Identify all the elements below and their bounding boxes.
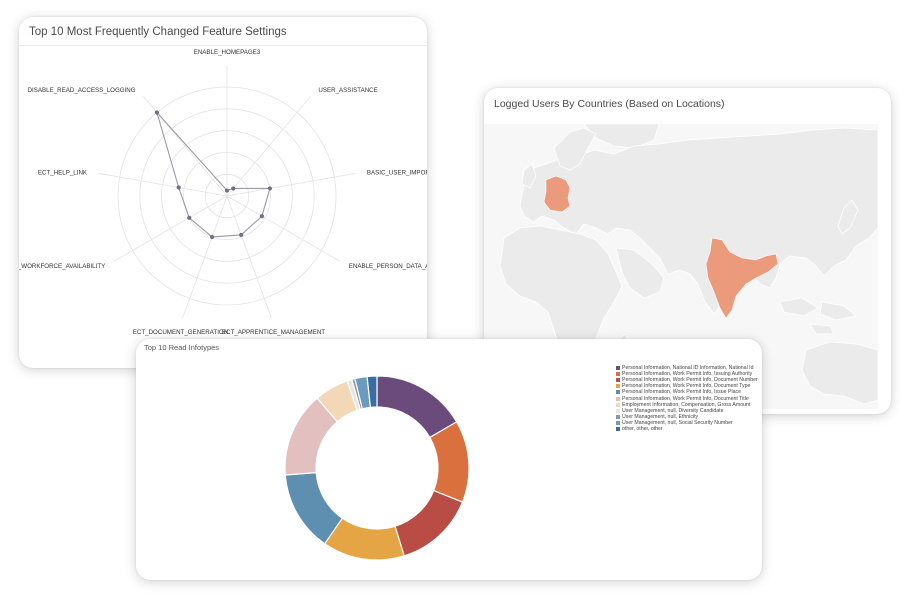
land-arabia — [615, 247, 665, 299]
radar-chart: ENABLE_HOMEPAGE3 USER_ASSISTANCE BASIC_USE… — [19, 49, 427, 336]
radar-series-area — [156, 112, 271, 238]
radar-point[interactable] — [259, 214, 265, 219]
radar-spoke — [114, 195, 228, 262]
radar-spoke — [98, 173, 228, 197]
legend-item[interactable]: Personal Information, Work Permit Info, … — [616, 383, 758, 389]
legend-label: Personal Information, National ID Inform… — [622, 365, 754, 372]
legend-swatch — [616, 378, 620, 383]
legend-swatch — [616, 384, 620, 389]
legend-swatch — [616, 408, 620, 413]
legend-swatch — [616, 402, 620, 407]
legend-item[interactable]: other, other, other — [616, 426, 758, 432]
land-eurasia — [519, 127, 879, 315]
legend-label: Personal Information, Work Permit Info, … — [622, 395, 749, 402]
land-indonesia — [779, 297, 857, 335]
land-scandinavia — [553, 127, 597, 171]
donut-slice[interactable] — [366, 375, 378, 409]
country-germany[interactable] — [543, 175, 571, 213]
radar-axis-label: ECT_HELP_LINK — [38, 169, 88, 176]
legend-item[interactable]: Personal Information, Work Permit Info, … — [616, 389, 758, 395]
pie-card-title: Top 10 Read Infotypes — [144, 343, 220, 352]
legend-swatch — [616, 372, 620, 377]
read-infotypes-card: Top 10 Read Infotypes Personal Informati… — [136, 339, 762, 580]
legend-item[interactable]: User Management, null, Diversity Candida… — [616, 408, 758, 414]
radar-spoke — [182, 195, 228, 319]
radar-point[interactable] — [209, 234, 215, 240]
donut-slice[interactable] — [394, 489, 464, 557]
legend-swatch — [616, 366, 620, 371]
radar-axis-label: USER_ASSISTANCE — [318, 87, 377, 94]
donut-legend: Personal Information, National ID Inform… — [616, 365, 758, 432]
radar-spoke — [226, 173, 356, 197]
radar-point[interactable] — [224, 188, 230, 193]
donut-slice[interactable] — [428, 421, 470, 503]
radar-spoke — [226, 195, 340, 262]
legend-label: Personal Information, Work Permit Info, … — [622, 377, 758, 384]
legend-label: Employment Information, Compensation, Gr… — [622, 401, 751, 408]
legend-swatch — [616, 390, 620, 395]
legend-item[interactable]: Personal Information, Work Permit Info, … — [616, 377, 758, 383]
radar-point[interactable] — [231, 186, 236, 191]
legend-item[interactable]: User Management, null, Social Security N… — [616, 420, 758, 426]
radar-axis-label: ECT_APPRENTICE_MANAGEMENT — [222, 329, 325, 336]
card-header-divider — [19, 45, 427, 46]
radar-point[interactable] — [176, 185, 181, 190]
country-india[interactable] — [705, 237, 779, 319]
legend-item[interactable]: Employment Information, Compensation, Gr… — [616, 402, 758, 408]
land-africa — [499, 225, 623, 371]
land-japan — [837, 199, 859, 235]
legend-label: User Management, null, Social Security N… — [622, 419, 733, 426]
map-card-title: Logged Users By Countries (Based on Loca… — [494, 98, 725, 110]
legend-item[interactable]: Personal Information, Work Permit Info, … — [616, 395, 758, 402]
radar-spoke — [226, 195, 272, 319]
legend-swatch — [616, 420, 620, 425]
legend-label: other, other, other — [622, 425, 663, 432]
legend-label: User Management, null, Ethnicity — [622, 413, 699, 420]
legend-label: Personal Information, Work Permit Info, … — [622, 371, 753, 378]
radar-axis-label: ECT_DOCUMENT_GENERATION — [133, 329, 228, 336]
radar-axis-label: ENABLE_HOMEPAGE3 — [194, 49, 261, 56]
legend-item[interactable]: Personal Information, Work Permit Info, … — [616, 371, 758, 377]
radar-point[interactable] — [154, 110, 160, 115]
radar-axis-label: BASIC_USER_IMPORT... — [367, 169, 427, 176]
legend-label: User Management, null, Diversity Candida… — [622, 407, 724, 414]
radar-axis-label: ECT_WORKFORCE_AVAILABILITY — [19, 263, 105, 270]
legend-swatch — [616, 426, 620, 431]
legend-item[interactable]: Personal Information, National ID Inform… — [616, 365, 758, 371]
radar-point[interactable] — [239, 232, 244, 238]
radar-point[interactable] — [267, 186, 273, 191]
land-australia — [801, 341, 879, 405]
radar-spoke — [226, 96, 311, 197]
radar-point[interactable] — [187, 215, 192, 220]
feature-settings-radar-card: Top 10 Most Frequently Changed Feature S… — [19, 17, 427, 368]
radar-axis-label: ENABLE_PERSON_DATA_AUDI — [349, 263, 427, 270]
legend-swatch — [616, 396, 620, 401]
radar-card-title: Top 10 Most Frequently Changed Feature S… — [29, 26, 287, 38]
legend-label: Personal Information, Work Permit Info, … — [622, 383, 751, 390]
legend-item[interactable]: User Management, null, Ethnicity — [616, 414, 758, 420]
legend-label: Personal Information, Work Permit Info, … — [622, 389, 741, 396]
land-uk — [521, 163, 537, 189]
radar-axis-label: DISABLE_READ_ACCESS_LOGGING — [28, 87, 136, 94]
donut-chart — [284, 375, 470, 561]
legend-swatch — [616, 414, 620, 419]
